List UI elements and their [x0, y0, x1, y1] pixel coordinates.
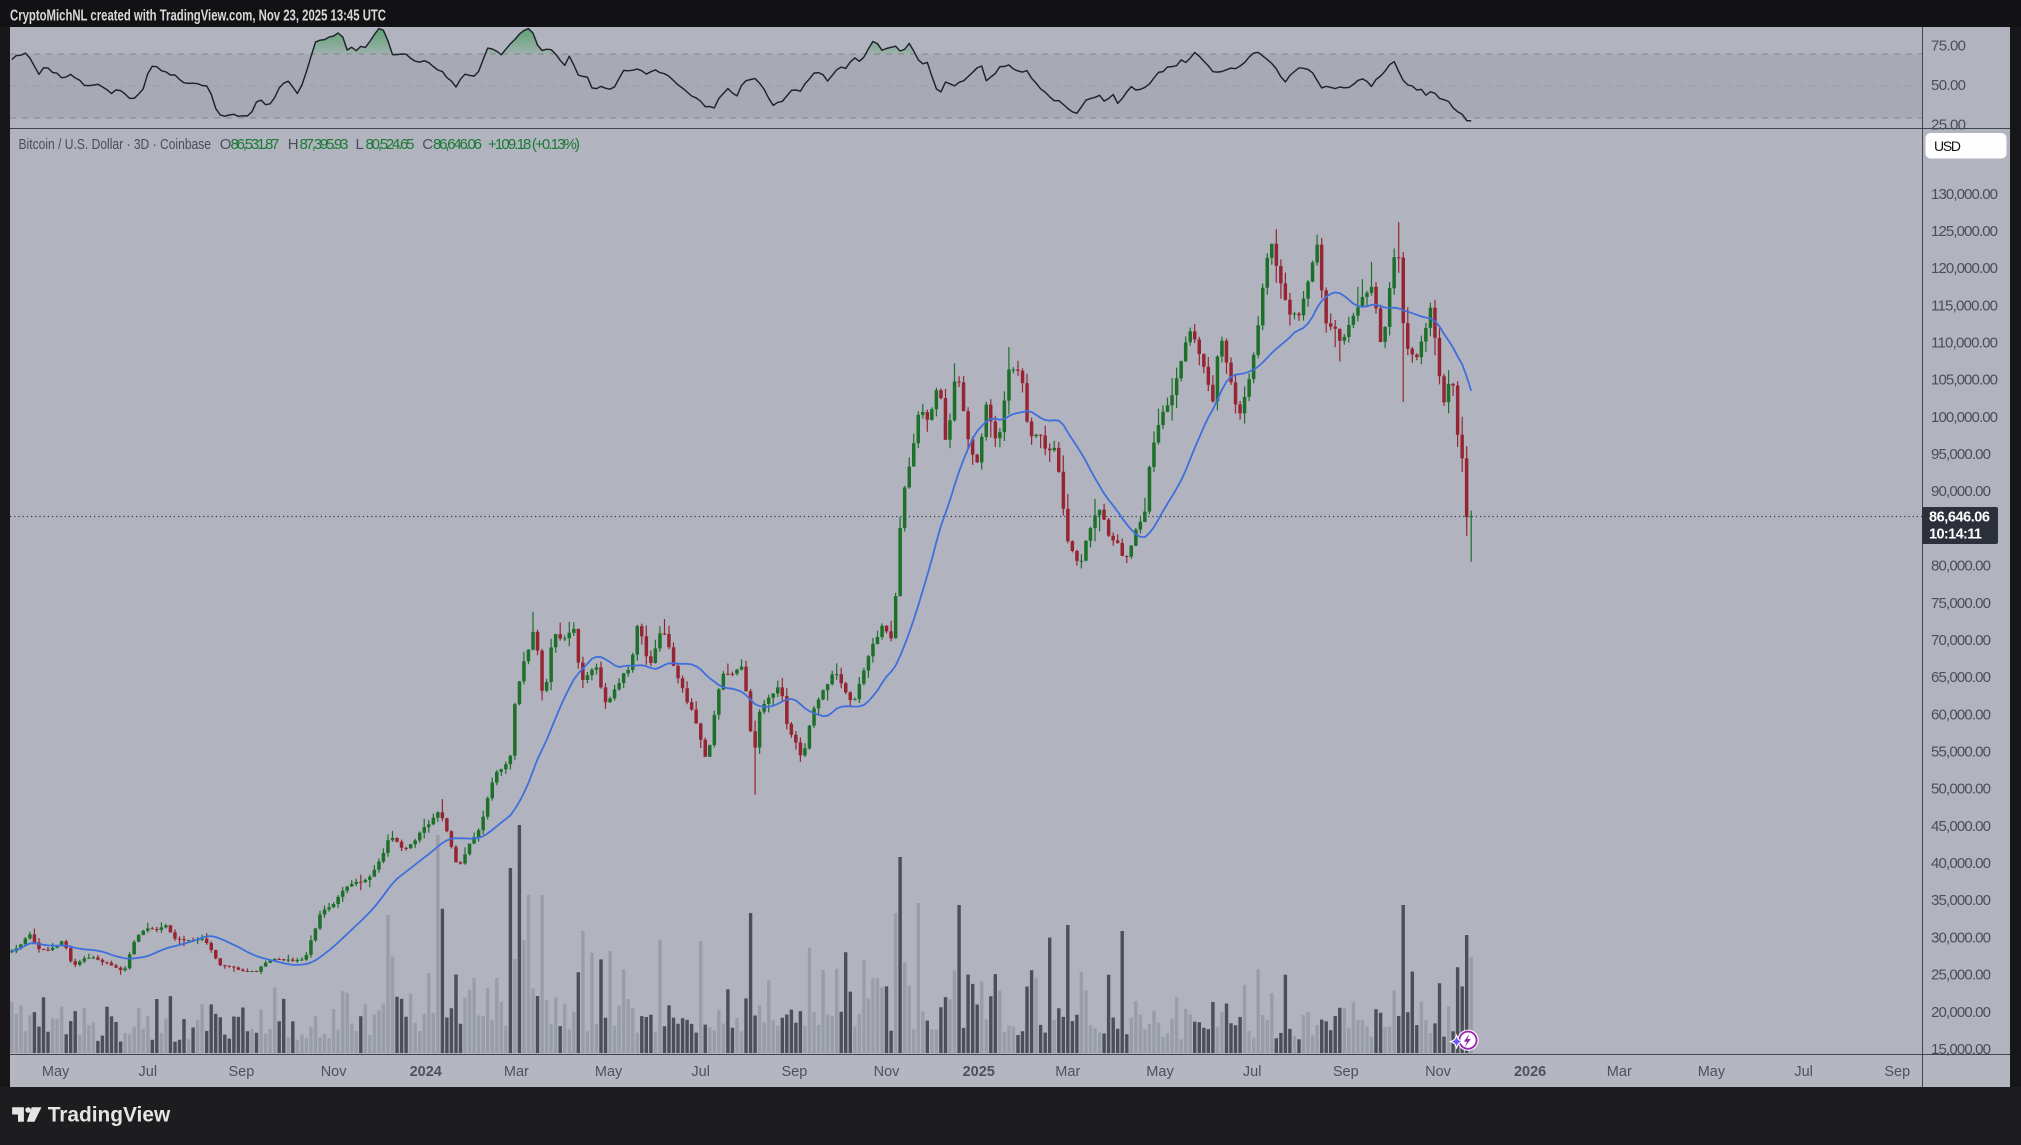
svg-text:130,000.00: 130,000.00: [1931, 186, 1998, 203]
svg-text:75,000.00: 75,000.00: [1931, 595, 1991, 612]
svg-text:70,000.00: 70,000.00: [1931, 632, 1991, 649]
svg-text:Mar: Mar: [1607, 1064, 1632, 1080]
svg-text:May: May: [1146, 1064, 1174, 1080]
svg-text:Jul: Jul: [139, 1064, 158, 1080]
svg-text:105,000.00: 105,000.00: [1931, 372, 1998, 389]
svg-text:2024: 2024: [410, 1064, 442, 1080]
svg-text:C: C: [422, 136, 433, 153]
svg-text:Nov: Nov: [1425, 1064, 1452, 1080]
svg-text:Mar: Mar: [504, 1064, 529, 1080]
svg-text:Mar: Mar: [1055, 1064, 1080, 1080]
svg-text:Sep: Sep: [781, 1064, 807, 1080]
svg-text:May: May: [595, 1064, 623, 1080]
svg-text:H: H: [288, 136, 299, 153]
svg-text:86,646.06: 86,646.06: [433, 136, 482, 153]
svg-text:USD: USD: [1934, 138, 1961, 154]
svg-text:15,000.00: 15,000.00: [1931, 1041, 1991, 1058]
svg-text:40,000.00: 40,000.00: [1931, 855, 1991, 872]
svg-text:2025: 2025: [963, 1064, 995, 1080]
svg-text:95,000.00: 95,000.00: [1931, 446, 1991, 463]
svg-text:115,000.00: 115,000.00: [1931, 297, 1998, 314]
svg-text:65,000.00: 65,000.00: [1931, 669, 1991, 686]
svg-text:80,524.65: 80,524.65: [366, 136, 415, 153]
svg-text:L: L: [356, 136, 364, 153]
svg-text:86,646.06: 86,646.06: [1929, 510, 1990, 526]
svg-text:Jul: Jul: [691, 1064, 710, 1080]
svg-text:Jul: Jul: [1243, 1064, 1262, 1080]
svg-text:125,000.00: 125,000.00: [1931, 223, 1998, 240]
svg-text:May: May: [42, 1064, 70, 1080]
svg-text:Nov: Nov: [321, 1064, 348, 1080]
svg-text:87,395.93: 87,395.93: [300, 136, 349, 153]
svg-text:35,000.00: 35,000.00: [1931, 892, 1991, 909]
svg-text:Sep: Sep: [1884, 1064, 1910, 1080]
svg-text:May: May: [1698, 1064, 1726, 1080]
svg-text:100,000.00: 100,000.00: [1931, 409, 1998, 426]
svg-text:120,000.00: 120,000.00: [1931, 260, 1998, 277]
svg-text:25,000.00: 25,000.00: [1931, 967, 1991, 984]
svg-text:O: O: [220, 136, 232, 153]
svg-text:86,531.87: 86,531.87: [231, 136, 280, 153]
svg-text:50,000.00: 50,000.00: [1931, 781, 1991, 798]
svg-text:Sep: Sep: [228, 1064, 254, 1080]
svg-text:25.00: 25.00: [1931, 116, 1966, 133]
svg-text:Jul: Jul: [1794, 1064, 1813, 1080]
svg-text:30,000.00: 30,000.00: [1931, 929, 1991, 946]
svg-text:Bitcoin / U.S. Dollar · 3D · C: Bitcoin / U.S. Dollar · 3D · Coinbase: [19, 136, 212, 153]
svg-text:+109.18 (+0.13%): +109.18 (+0.13%): [488, 136, 580, 153]
svg-text:20,000.00: 20,000.00: [1931, 1004, 1991, 1021]
svg-text:CryptoMichNL created with Trad: CryptoMichNL created with TradingView.co…: [10, 8, 386, 25]
svg-text:55,000.00: 55,000.00: [1931, 744, 1991, 761]
svg-text:2026: 2026: [1514, 1064, 1546, 1080]
svg-text:60,000.00: 60,000.00: [1931, 706, 1991, 723]
svg-text:80,000.00: 80,000.00: [1931, 558, 1991, 575]
svg-text:90,000.00: 90,000.00: [1931, 483, 1991, 500]
svg-text:Sep: Sep: [1333, 1064, 1359, 1080]
svg-text:50.00: 50.00: [1931, 77, 1966, 94]
svg-text:10:14:11: 10:14:11: [1929, 527, 1982, 543]
svg-text:75.00: 75.00: [1931, 38, 1966, 55]
svg-text:110,000.00: 110,000.00: [1931, 335, 1998, 352]
svg-text:45,000.00: 45,000.00: [1931, 818, 1991, 835]
svg-text:Nov: Nov: [874, 1064, 901, 1080]
svg-text:TradingView: TradingView: [48, 1104, 171, 1127]
